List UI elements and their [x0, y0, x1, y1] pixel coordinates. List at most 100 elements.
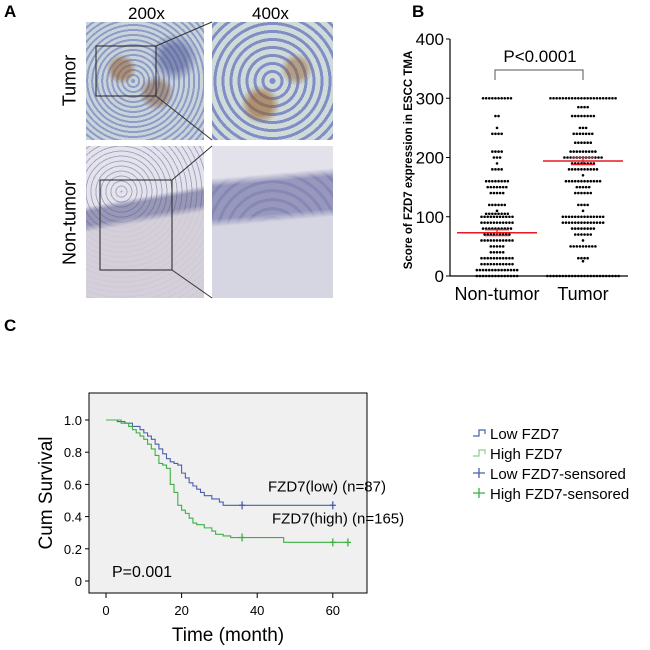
data-point [570, 96, 574, 100]
data-point [591, 245, 594, 248]
data-point [577, 191, 580, 195]
data-point [567, 221, 571, 224]
data-point [494, 132, 497, 136]
data-point [598, 215, 602, 219]
data-point [589, 168, 593, 171]
data-point [549, 274, 552, 278]
data-point [491, 150, 494, 153]
data-point [498, 221, 502, 224]
data-point [573, 274, 577, 278]
data-point [506, 268, 510, 272]
data-point [567, 215, 571, 219]
data-point [487, 212, 491, 216]
data-point [586, 274, 589, 278]
data-point [487, 268, 491, 272]
data-point [508, 221, 511, 224]
legend-entry: High FZD7-sensored [490, 486, 629, 503]
data-point [495, 209, 499, 213]
data-point [587, 132, 591, 136]
data-point [494, 150, 497, 153]
data-point [589, 221, 593, 224]
x-axis-label: Time (month) [172, 625, 284, 646]
data-point [555, 274, 558, 278]
data-point [601, 221, 605, 224]
data-point [594, 156, 597, 159]
data-point [583, 105, 586, 109]
legend-step-icon [473, 449, 486, 457]
legend-entry: High FZD7 [490, 446, 563, 463]
data-point [492, 191, 496, 195]
p-value-annotation: P<0.0001 [503, 47, 576, 66]
data-point [591, 150, 594, 153]
data-point [601, 215, 605, 219]
data-point [577, 105, 580, 109]
y-tick-label: 300 [416, 89, 444, 108]
data-point [489, 251, 493, 254]
data-point [561, 274, 565, 278]
data-point [512, 268, 516, 272]
data-point [483, 215, 486, 219]
data-point [580, 227, 583, 230]
data-point [508, 256, 511, 260]
data-point [580, 141, 583, 144]
data-point [595, 215, 599, 219]
data-point [492, 239, 496, 242]
data-point [581, 150, 585, 153]
data-point [492, 245, 496, 248]
data-point [604, 274, 608, 278]
data-point [489, 185, 493, 189]
data-point [491, 96, 494, 100]
data-point [486, 215, 489, 219]
data-point [589, 227, 593, 230]
data-point [515, 274, 519, 278]
data-point [569, 150, 572, 153]
data-point [483, 256, 486, 260]
y-tick-label: 200 [416, 149, 444, 168]
data-point [495, 126, 499, 130]
data-point [564, 221, 568, 224]
data-point [586, 203, 589, 207]
data-point [580, 256, 583, 260]
data-point [577, 233, 580, 236]
data-point [583, 96, 586, 100]
data-point [494, 212, 497, 216]
data-point [511, 239, 514, 242]
data-point [505, 239, 508, 242]
data-point [498, 185, 502, 189]
data-point [586, 105, 589, 109]
curve-label: FZD7(low) (n=87) [268, 478, 386, 495]
data-point [506, 179, 510, 183]
data-point [581, 173, 585, 177]
data-point [503, 179, 507, 183]
data-point [598, 96, 602, 100]
data-point [592, 227, 596, 230]
data-point [584, 245, 588, 248]
data-point [573, 141, 577, 144]
data-point [561, 215, 565, 219]
data-point [573, 96, 577, 100]
data-point [494, 274, 497, 278]
data-point [577, 274, 580, 278]
data-point [497, 150, 500, 153]
data-point [500, 203, 503, 207]
data-point [583, 168, 586, 171]
header-400x: 400x [252, 4, 289, 23]
x-tick-label: 60 [326, 603, 340, 618]
data-point [573, 233, 577, 236]
data-point [500, 168, 503, 171]
data-point [581, 209, 585, 213]
data-point [570, 114, 574, 118]
data-point [498, 256, 502, 260]
data-point [573, 168, 577, 171]
data-point [495, 162, 499, 165]
data-point [587, 185, 591, 189]
data-point [598, 221, 602, 224]
data-point [570, 168, 574, 171]
data-point [577, 215, 580, 219]
data-point [501, 262, 505, 266]
censor-mark [329, 501, 336, 510]
y-tick-label: 0.4 [64, 510, 82, 525]
data-point [501, 215, 505, 219]
censor-mark [329, 538, 336, 547]
